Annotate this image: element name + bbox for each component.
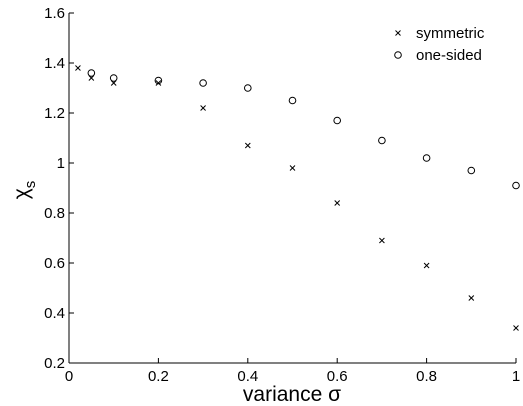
y-axis-title: χs: [10, 181, 39, 200]
x-tick-label: 0.2: [148, 368, 169, 385]
y-tick-label: 1.4: [44, 55, 65, 72]
legend-marker-one-sided: [394, 51, 402, 59]
x-tick-label: 0.4: [237, 368, 258, 385]
data-point: [244, 142, 251, 149]
data-point: [513, 325, 519, 331]
data-point: [199, 79, 207, 87]
data-point: [378, 136, 386, 145]
data-point: [467, 166, 476, 175]
y-tick-label: 0.6: [44, 255, 65, 272]
y-axis-title-subscript: s: [22, 181, 39, 189]
y-axis-title-main: χ: [10, 188, 33, 199]
data-point: [512, 181, 520, 190]
legend-marker-x: [395, 30, 401, 36]
y-tick-label: 1: [57, 155, 65, 172]
data-point: [154, 76, 163, 85]
data-point: [109, 74, 118, 82]
data-point: [422, 154, 431, 162]
data-point: [87, 69, 96, 77]
y-tick-label: 0.8: [44, 205, 65, 222]
data-points: [75, 65, 520, 331]
y-tick-label: 0.4: [44, 305, 65, 322]
x-tick-label: 0.8: [416, 368, 437, 385]
x-tick-label: 1: [512, 368, 520, 385]
data-point: [334, 200, 341, 206]
legend-label-symmetric: symmetric: [416, 25, 485, 42]
y-tick-label: 1.6: [44, 5, 65, 22]
legend: symmetric one-sided: [394, 25, 485, 64]
x-tick-label: 0.6: [327, 368, 348, 385]
y-tick-label: 0.2: [44, 355, 65, 372]
data-point: [423, 262, 430, 269]
data-point: [244, 84, 252, 92]
data-point: [200, 105, 206, 111]
data-point: [75, 65, 81, 71]
data-point: [289, 165, 296, 171]
data-point: [288, 96, 297, 105]
x-axis-title: variance σ: [243, 383, 341, 406]
x-tick-label: 0: [65, 368, 73, 385]
legend-marker-symmetric: [395, 30, 401, 36]
x-ticks: 0 0.2 0.4 0.6 0.8 1: [65, 358, 520, 385]
axes: [68, 13, 516, 364]
data-point: [379, 237, 385, 244]
y-tick-label: 1.2: [44, 105, 65, 122]
y-ticks: 0.2 0.4 0.6 0.8 1 1.2 1.4 1.6: [44, 5, 74, 372]
data-point: [155, 80, 162, 86]
data-point: [333, 116, 342, 125]
legend-label-one-sided: one-sided: [416, 47, 482, 64]
data-point: [468, 295, 475, 301]
legend-marker-circle: [394, 51, 402, 59]
